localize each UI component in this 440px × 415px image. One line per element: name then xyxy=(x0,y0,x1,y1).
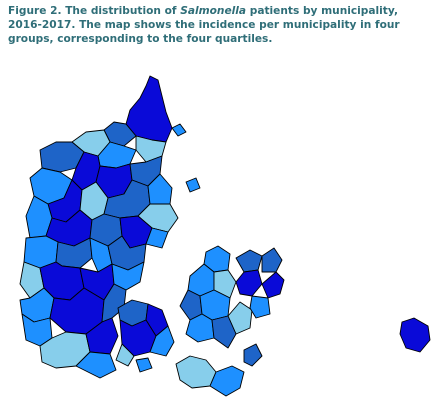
municipality-map xyxy=(19,75,431,397)
caption-italic-term: Salmonella xyxy=(180,5,247,17)
municipality-region xyxy=(175,355,217,389)
municipality-region xyxy=(261,271,285,299)
municipality-region xyxy=(135,357,153,373)
municipality-region xyxy=(243,343,263,367)
caption-text-end: patients by municipality, 2016-2017. The… xyxy=(8,5,400,45)
figure-caption: Figure 2. The distribution of Salmonella… xyxy=(8,4,432,46)
municipality-region xyxy=(147,173,173,205)
municipality-region xyxy=(115,343,135,367)
municipality-region xyxy=(249,295,271,319)
municipality-region xyxy=(75,351,117,379)
municipality-region xyxy=(185,177,201,193)
municipality-region xyxy=(209,365,245,397)
municipality-region xyxy=(235,249,263,273)
municipality-region xyxy=(261,247,283,273)
municipality-region xyxy=(399,317,431,353)
municipality-region xyxy=(149,325,175,357)
municipality-region xyxy=(211,315,237,349)
caption-text-start: The distribution of xyxy=(61,5,181,17)
municipality-region xyxy=(145,227,169,249)
municipality-region xyxy=(171,123,187,137)
municipality-region xyxy=(235,269,263,297)
figure-label: Figure 2. xyxy=(8,5,62,17)
municipality-region xyxy=(213,269,237,299)
